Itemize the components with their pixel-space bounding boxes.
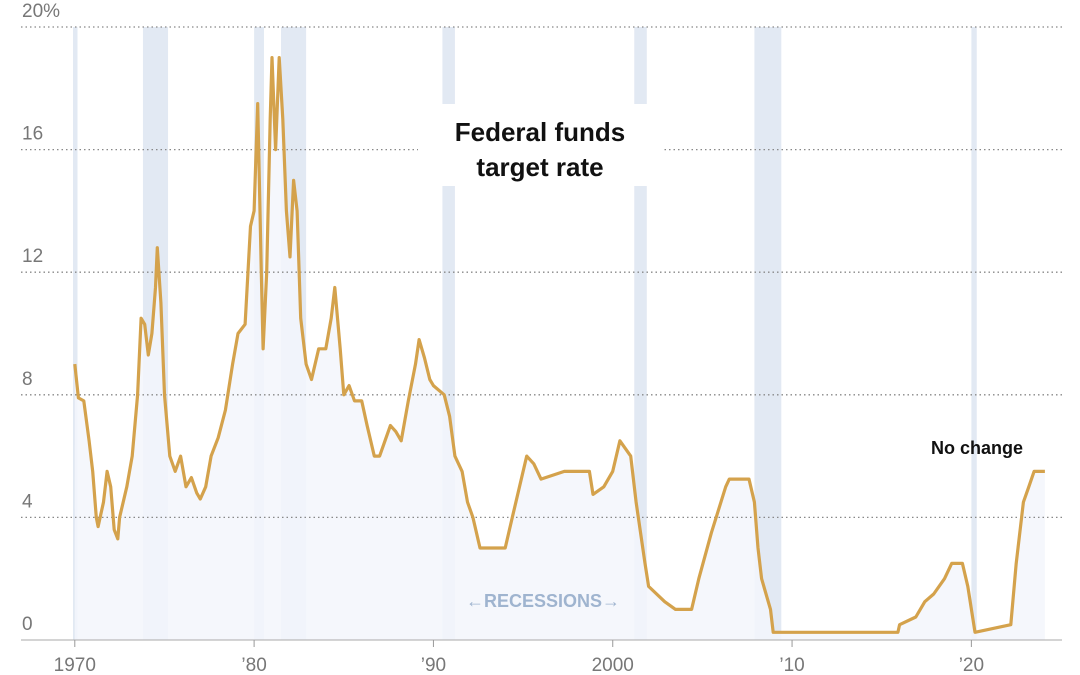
y-tick-label: 8 [22, 369, 33, 390]
chart-title: Federal funds [455, 117, 625, 147]
area-layer [74, 57, 1045, 641]
recession-band [73, 27, 78, 640]
y-tick-label: 4 [22, 491, 33, 512]
y-tick-label: 20% [22, 1, 60, 22]
rate-line [73, 56, 1045, 634]
axis-labels: 20% 16 12 8 4 0 1970 ’80 ’90 2000 ’10 ’20 [22, 1, 984, 675]
x-tick-label: ’80 [241, 655, 266, 675]
line-layer [73, 56, 1045, 634]
x-tick-label: 1970 [54, 655, 96, 675]
x-tick-label: ’20 [959, 655, 984, 675]
recession-band [754, 27, 782, 640]
chart-title: target rate [476, 152, 603, 182]
recession-label: ←RECESSIONS→ [466, 591, 620, 611]
grid-layer [21, 26, 1062, 647]
y-tick-label: 12 [22, 246, 43, 267]
x-tick-label: ’10 [779, 655, 804, 675]
annotation: No change [931, 438, 1023, 458]
x-tick-label: 2000 [592, 655, 634, 675]
y-tick-label: 0 [22, 614, 33, 635]
title-backdrop [418, 104, 663, 186]
y-tick-label: 16 [22, 124, 43, 145]
area [74, 57, 1045, 641]
x-tick-label: ’90 [421, 655, 446, 675]
recession-band [971, 27, 977, 640]
